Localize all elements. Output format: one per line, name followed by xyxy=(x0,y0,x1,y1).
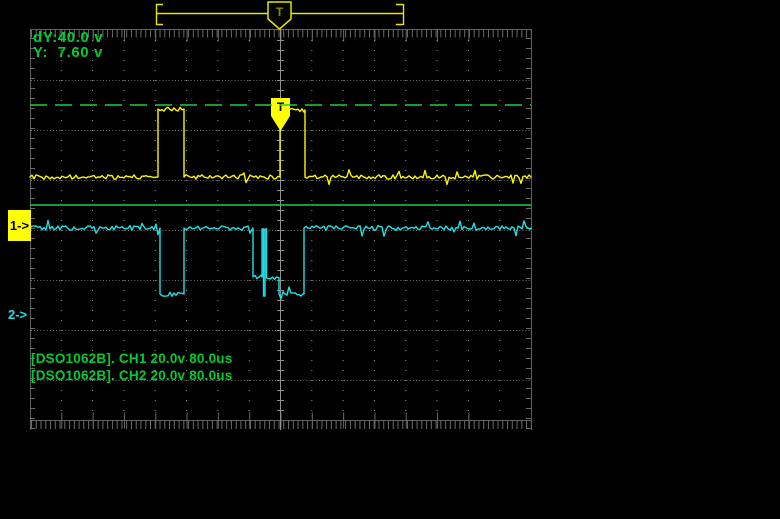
trigger-symbol-level: T xyxy=(277,100,285,114)
trigger-position-marker-shape[interactable] xyxy=(267,1,292,30)
trigger-level-marker[interactable]: T xyxy=(271,98,290,131)
trigger-symbol-top: T xyxy=(276,5,284,19)
ch1-zero-marker[interactable]: 1-> xyxy=(8,210,31,241)
waveform-traces xyxy=(29,106,532,300)
status-line-ch1: [DSO1062B]. CH1 20.0v 80.0us xyxy=(31,351,232,366)
trace-ch2 xyxy=(29,219,532,300)
ch1-zero-marker-box[interactable] xyxy=(8,210,31,241)
trigger-position-marker[interactable]: T xyxy=(267,1,292,30)
ch1-zero-marker-label: 1-> xyxy=(10,218,30,233)
cursor-delta-readout: dY:40.0 v xyxy=(33,29,103,46)
ch2-zero-marker[interactable]: 2-> xyxy=(8,307,28,322)
cursor-position-readout: Y: 7.60 v xyxy=(33,44,103,61)
trace-ch1 xyxy=(29,106,532,186)
trigger-level-marker-shape[interactable] xyxy=(271,98,290,131)
status-line-ch2: [DSO1062B]. CH2 20.0v 80.0us xyxy=(31,368,232,383)
